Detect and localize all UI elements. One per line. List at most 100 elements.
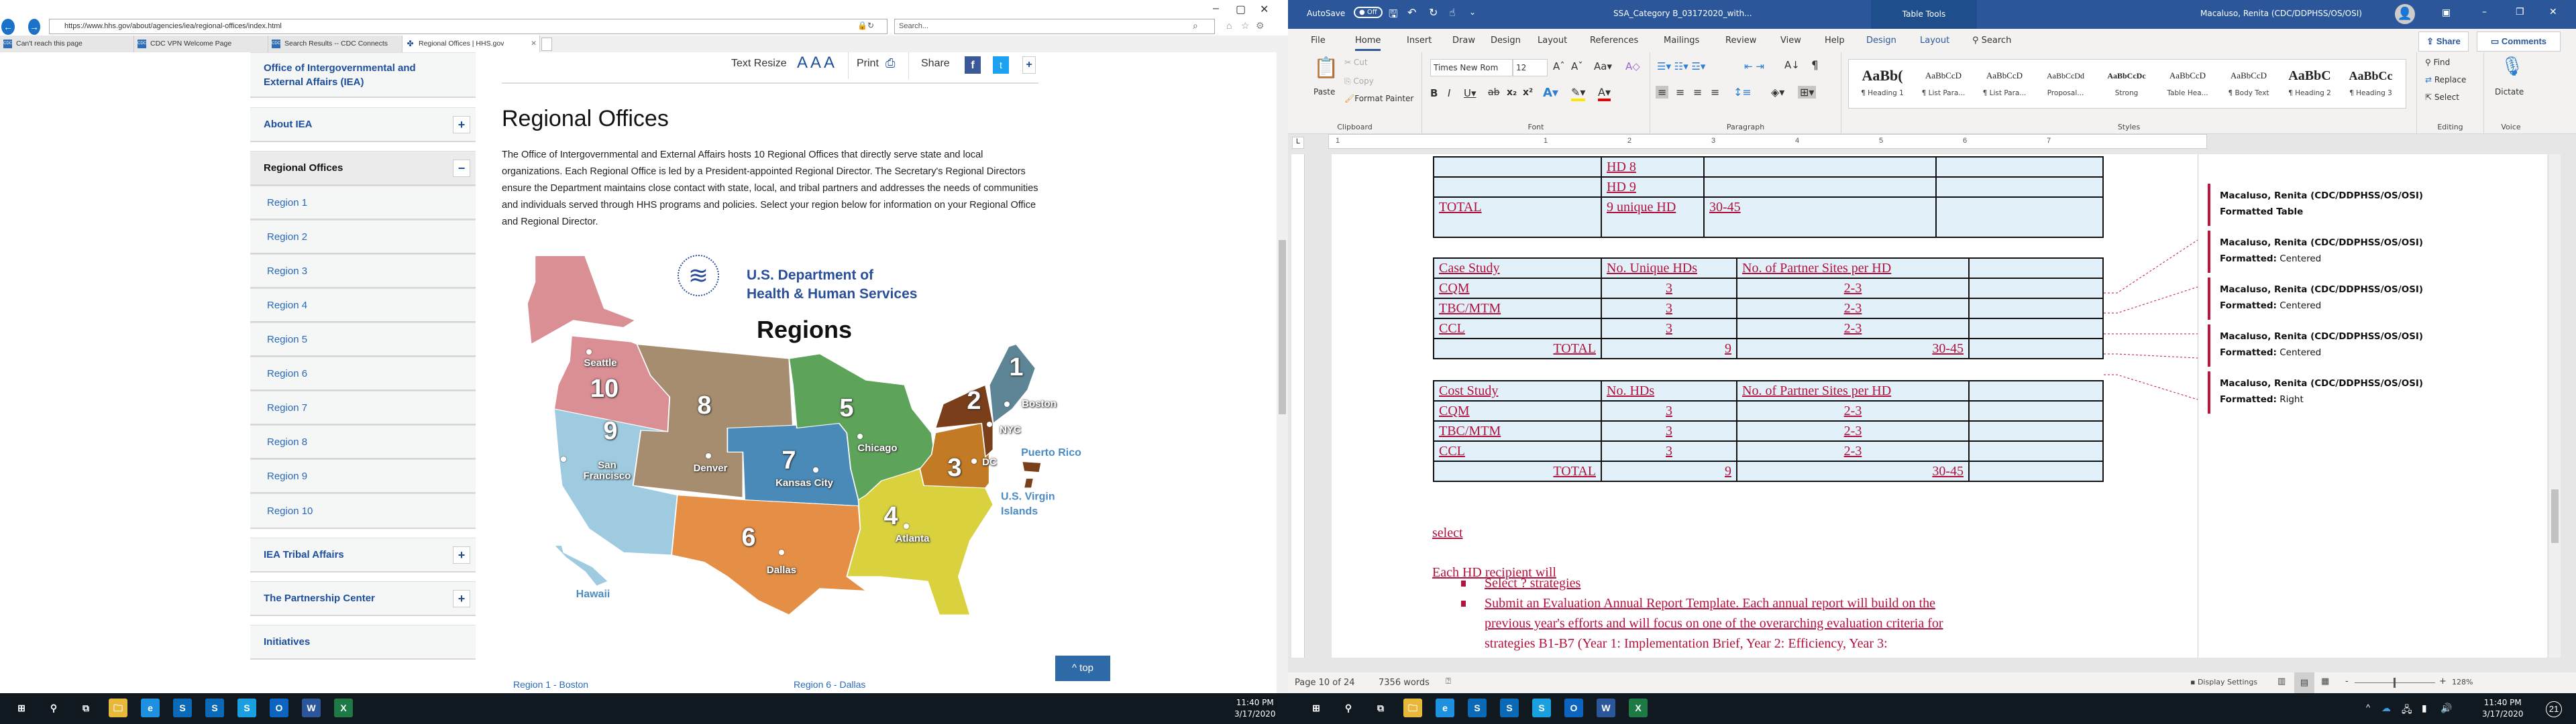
sharepoint-icon[interactable]: S [1468,699,1487,717]
grow-font-icon[interactable]: Aˆ [1553,60,1565,72]
outlook-icon[interactable]: O [1564,699,1583,717]
tab-table-design[interactable]: Design [1866,36,1896,46]
paste-button[interactable]: Paste [1313,87,1336,97]
style-list-para[interactable]: AaBbCcD ¶ List Para... [1913,62,1974,105]
excel-icon[interactable]: X [1629,699,1648,717]
zoom-slider-thumb[interactable] [2394,678,2396,688]
web-layout-icon[interactable]: ▦ [2321,676,2330,686]
print-button[interactable]: Print [857,58,879,69]
scrollbar-thumb[interactable] [2551,489,2559,543]
skype-icon[interactable]: S [1532,699,1551,717]
back-button[interactable]: ← [1,19,15,35]
sidebar-tribal-affairs[interactable]: IEA Tribal Affairs + [250,538,476,572]
text-each-hd[interactable]: Each HD recipient will [1432,565,1556,580]
tab-cant-reach[interactable]: CDC Can't reach this page [0,36,134,52]
region-6-shape[interactable] [671,494,867,615]
word-icon[interactable]: W [1597,699,1615,717]
back-to-top-button[interactable]: ^ top [1055,656,1110,681]
tray-overflow-icon[interactable]: ^ [2366,703,2371,713]
sidebar-region-8[interactable]: Region 8 [250,425,476,459]
tab-help[interactable]: Help [1825,36,1845,46]
printer-icon[interactable]: ⎙ [885,56,896,70]
style-strong[interactable]: AaBbCcDc Strong [2096,62,2157,105]
skype-icon[interactable]: S [237,699,256,717]
touch-mode-icon[interactable]: ☝ [1449,6,1456,19]
sidebar-region-3[interactable]: Region 3 [250,254,476,288]
region-2-shape[interactable] [934,384,994,459]
home-icon[interactable]: ⌂ [1226,20,1232,31]
tab-layout[interactable]: Layout [1538,36,1568,46]
file-explorer-icon[interactable]: 🗀 [1403,699,1422,717]
revision-comment[interactable]: Macaluso, Renita (CDC/DDPHSS/OS/OSI) Form… [2208,231,2523,273]
text-resize-button[interactable]: A A A [797,54,835,72]
sharepoint-icon[interactable]: S [205,699,224,717]
tab-search-results[interactable]: CDC Search Results -- CDC Connects [268,36,402,52]
shrink-font-icon[interactable]: Aˇ [1571,60,1583,72]
superscript-icon[interactable]: x² [1523,87,1534,98]
sidebar-region-6[interactable]: Region 6 [250,357,476,391]
print-layout-icon[interactable]: ▤ [2294,672,2314,693]
address-bar[interactable]: https://www.hhs.gov/about/agencies/iea/r… [49,19,888,34]
dictate-button[interactable]: Dictate [2495,87,2524,97]
expand-plus-icon[interactable]: + [453,589,470,607]
region-5-number[interactable]: 5 [839,394,854,423]
windows-start-icon[interactable]: ⊞ [1312,703,1320,713]
sidebar-region-10[interactable]: Region 10 [250,493,476,529]
style-body-text[interactable]: AaBbCcD ¶ Body Text [2218,62,2279,105]
select-button[interactable]: ⇱ Select [2425,93,2459,102]
link-region-1-boston[interactable]: Region 1 - Boston [513,679,589,690]
highlight-icon[interactable]: ✎▾ [1571,86,1586,101]
paste-icon[interactable]: 📋 [1313,56,1339,80]
browser-scrollbar[interactable] [1277,52,1288,693]
subscript-icon[interactable]: x₂ [1507,87,1517,98]
sidebar-office-iea[interactable]: Office of Intergovernmental and External… [250,52,476,98]
tab-home[interactable]: Home [1355,29,1381,51]
maximize-button[interactable]: ▢ [1236,4,1246,15]
style-proposal[interactable]: AaBbCcDd Proposal... [2035,62,2096,105]
show-marks-icon[interactable]: ¶ [1811,59,1819,72]
table-case-study[interactable]: Case Study No. Unique HDs No. of Partner S… [1433,257,2104,359]
tab-references[interactable]: References [1590,36,1639,46]
sharepoint-icon[interactable]: S [173,699,192,717]
link-region-6-dallas[interactable]: Region 6 - Dallas [794,679,866,690]
task-view-icon[interactable]: ⧉ [83,703,89,713]
collapse-minus-icon[interactable]: − [453,159,470,177]
tab-regional-offices[interactable]: ✤ Regional Offices | HHS.gov ✕ [402,36,540,52]
region-6-number[interactable]: 6 [741,524,756,552]
sharepoint-icon[interactable]: S [1500,699,1519,717]
sidebar-regional-offices[interactable]: Regional Offices − [250,151,476,186]
sidebar-region-1[interactable]: Region 1 [250,186,476,220]
new-tab-button[interactable] [541,38,552,51]
search-icon[interactable]: ⚲ [1344,703,1352,713]
proofing-icon[interactable]: ⍰ [1446,676,1451,686]
save-icon[interactable]: 🖫 [1389,7,1398,20]
sidebar-about-iea[interactable]: About IEA + [250,107,476,142]
font-color-icon[interactable]: A▾ [1598,86,1611,101]
close-tab-icon[interactable]: ✕ [531,40,537,48]
replace-button[interactable]: ⇄ Replace [2425,75,2466,84]
display-settings-button[interactable]: ▪ Display Settings [2190,678,2257,686]
revision-comment[interactable]: Macaluso, Renita (CDC/DDPHSS/OS/OSI) Form… [2208,324,2523,367]
word-count[interactable]: 7356 words [1379,678,1430,688]
sidebar-region-9[interactable]: Region 9 [250,459,476,493]
close-button[interactable]: ✕ [2549,7,2557,17]
tab-file[interactable]: File [1311,36,1326,46]
document-page[interactable]: HD 8 HD 9 TOTAL 9 unique HD 30-45 Case Stu… [1332,154,2547,658]
strikethrough-icon[interactable]: ab [1488,87,1500,98]
line-spacing-icon[interactable]: ↕≡ [1733,86,1752,99]
expand-plus-icon[interactable]: + [453,546,470,564]
region-8-number[interactable]: 8 [697,391,712,420]
style-heading-3[interactable]: AaBbCc ¶ Heading 3 [2340,62,2402,105]
style-heading-1[interactable]: AaBb(¶ Heading 1 [1851,62,1913,105]
zoom-in-icon[interactable]: + [2439,676,2447,686]
lock-refresh-icon[interactable]: 🔒↻ [857,21,874,30]
expand-plus-icon[interactable]: + [453,115,470,133]
twitter-icon[interactable]: t [993,56,1009,74]
italic-icon[interactable]: I [1448,87,1451,99]
customize-qat-icon[interactable]: ⌄ [1469,7,1477,17]
revision-comment[interactable]: Macaluso, Renita (CDC/DDPHSS/OS/OSI) Form… [2208,278,2523,320]
restore-button[interactable]: ❐ [2516,7,2524,17]
internet-explorer-icon[interactable]: e [141,699,160,717]
more-share-button[interactable]: + [1022,56,1036,74]
tab-mailings[interactable]: Mailings [1664,36,1700,46]
